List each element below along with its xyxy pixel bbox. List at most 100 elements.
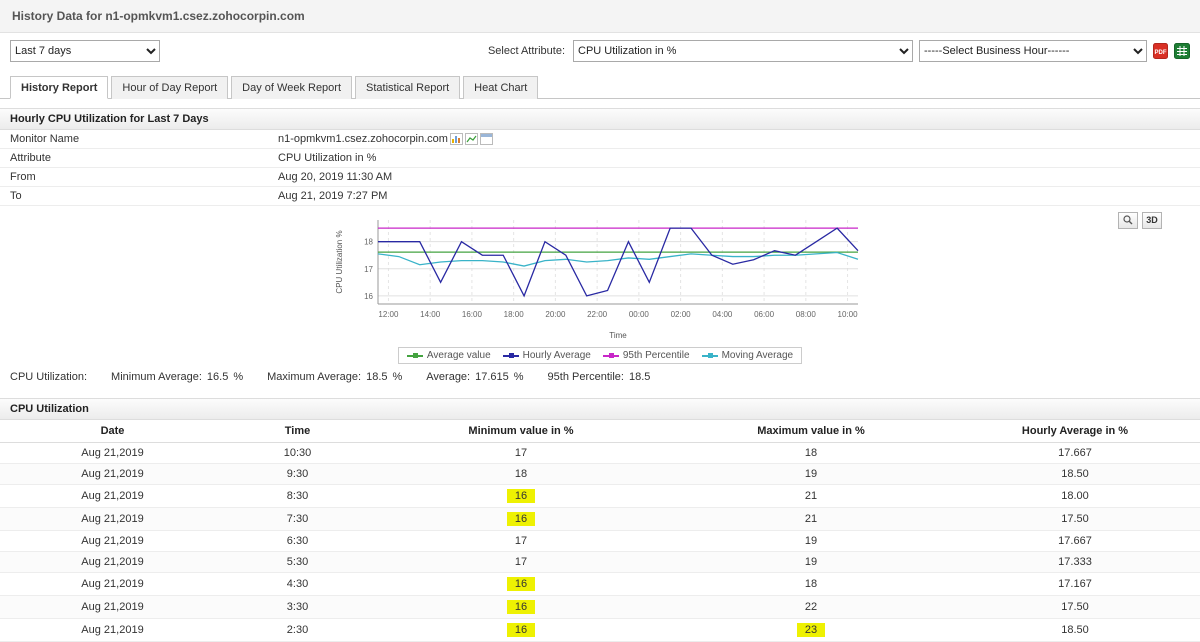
cell-time: 3:30: [225, 595, 370, 619]
csv-export-button[interactable]: [1174, 43, 1190, 59]
info-row-from: From Aug 20, 2019 11:30 AM: [0, 168, 1200, 187]
cell-max: 21: [672, 507, 950, 531]
legend-item-95th-percentile: 95th Percentile: [602, 350, 690, 361]
cell-date: Aug 21,2019: [0, 530, 225, 552]
svg-text:12:00: 12:00: [378, 310, 399, 319]
report-section-header: Hourly CPU Utilization for Last 7 Days: [0, 108, 1200, 130]
cell-time: 2:30: [225, 618, 370, 642]
cell-avg: 17.50: [950, 595, 1200, 619]
bar-chart-icon[interactable]: [449, 133, 463, 145]
svg-text:17: 17: [364, 265, 373, 274]
chart-zoom-button[interactable]: [1118, 212, 1138, 229]
threshold-highlight: 16: [506, 512, 536, 526]
cell-min: 16: [370, 484, 672, 508]
cell-avg: 17.167: [950, 572, 1200, 596]
popup-window-icon[interactable]: [479, 133, 493, 145]
tabs: History Report Hour of Day Report Day of W…: [0, 75, 1200, 99]
tab-day-of-week-report[interactable]: Day of Week Report: [231, 76, 353, 99]
info-label: From: [10, 171, 36, 183]
info-row-to: To Aug 21, 2019 7:27 PM: [0, 187, 1200, 206]
table-row: Aug 21,2019 10:30 17 18 17.667: [0, 442, 1200, 464]
info-row-attribute: Attribute CPU Utilization in %: [0, 149, 1200, 168]
cell-max: 19: [672, 551, 950, 573]
info-rows: Monitor Name n1-opmkvm1.csez.zohocorpin.c…: [0, 130, 1200, 206]
cell-date: Aug 21,2019: [0, 595, 225, 619]
cell-min: 17: [370, 530, 672, 552]
info-value: Aug 21, 2019 7:27 PM: [278, 190, 388, 202]
summary-item: 95th Percentile: 18.5: [547, 371, 651, 383]
cell-date: Aug 21,2019: [0, 551, 225, 573]
pdf-export-button[interactable]: PDF: [1153, 43, 1168, 59]
svg-text:08:00: 08:00: [796, 310, 817, 319]
cell-max: 18: [672, 572, 950, 596]
chart-legend: Average value Hourly Average 95th Percenti…: [397, 347, 803, 364]
info-label: To: [10, 190, 22, 202]
summary-row: CPU Utilization: Minimum Average: 16.5% Ma…: [0, 364, 1200, 389]
threshold-highlight: 16: [506, 600, 536, 614]
legend-swatch: [406, 353, 423, 358]
threshold-highlight: 16: [506, 623, 536, 637]
svg-text:PDF: PDF: [1155, 50, 1167, 56]
info-label: Monitor Name: [10, 133, 80, 145]
summary-item: Minimum Average: 16.5%: [111, 371, 244, 383]
cell-avg: 17.667: [950, 530, 1200, 552]
table-row: Aug 21,2019 2:30 16 23 18.50: [0, 618, 1200, 642]
svg-text:02:00: 02:00: [671, 310, 692, 319]
info-value: n1-opmkvm1.csez.zohocorpin.com: [278, 133, 448, 145]
table-row: Aug 21,2019 4:30 16 18 17.167: [0, 572, 1200, 596]
svg-text:06:00: 06:00: [754, 310, 775, 319]
cpu-utilization-chart: 12:00 14:00 16:00 18:00 20:00 22:00 00:00 02:00…: [335, 220, 859, 340]
cell-avg: 17.333: [950, 551, 1200, 573]
summary-item: Average: 17.615%: [426, 371, 524, 383]
svg-text:16:00: 16:00: [462, 310, 483, 319]
legend-swatch: [701, 353, 718, 358]
cell-time: 6:30: [225, 530, 370, 552]
tab-history-report[interactable]: History Report: [10, 76, 109, 99]
cell-date: Aug 21,2019: [0, 618, 225, 642]
svg-text:Time: Time: [609, 331, 627, 340]
cell-time: 8:30: [225, 484, 370, 508]
cell-min: 16: [370, 572, 672, 596]
table-row: Aug 21,2019 9:30 18 19 18.50: [0, 463, 1200, 485]
svg-text:14:00: 14:00: [420, 310, 441, 319]
info-value: Aug 20, 2019 11:30 AM: [278, 171, 393, 183]
table-row: Aug 21,2019 8:30 16 21 18.00: [0, 484, 1200, 508]
chart-3d-button[interactable]: 3D: [1142, 212, 1162, 229]
period-select[interactable]: Last 7 days: [10, 40, 160, 62]
cell-max: 23: [672, 618, 950, 642]
table-section-header: CPU Utilization: [0, 398, 1200, 420]
svg-text:18: 18: [364, 238, 373, 247]
line-graph-icon[interactable]: [464, 133, 478, 145]
cpu-utilization-table: Date Time Minimum value in % Maximum value …: [0, 420, 1200, 642]
column-header: Date: [0, 420, 225, 443]
cell-min: 16: [370, 595, 672, 619]
summary-label: CPU Utilization:: [10, 371, 88, 383]
svg-text:22:00: 22:00: [587, 310, 608, 319]
cell-avg: 18.50: [950, 463, 1200, 485]
zoom-icon: [1123, 214, 1133, 227]
cell-time: 10:30: [225, 442, 370, 464]
cell-min: 16: [370, 618, 672, 642]
pdf-export-icon: PDF: [1153, 43, 1168, 62]
tab-heat-chart[interactable]: Heat Chart: [463, 76, 539, 99]
tab-hour-of-day-report[interactable]: Hour of Day Report: [111, 76, 229, 99]
legend-item-hourly-average: Hourly Average: [502, 350, 591, 361]
table-row: Aug 21,2019 3:30 16 22 17.50: [0, 595, 1200, 619]
cell-min: 16: [370, 507, 672, 531]
toolbar: Last 7 days Select Attribute: CPU Utiliz…: [0, 33, 1200, 69]
attribute-label: Select Attribute:: [487, 45, 565, 57]
business-hour-select[interactable]: -----Select Business Hour------: [919, 40, 1147, 62]
tab-statistical-report[interactable]: Statistical Report: [355, 76, 461, 99]
info-row-monitor-name: Monitor Name n1-opmkvm1.csez.zohocorpin.c…: [0, 130, 1200, 149]
attribute-select[interactable]: CPU Utilization in %: [573, 40, 913, 62]
cell-date: Aug 21,2019: [0, 572, 225, 596]
legend-swatch: [602, 353, 619, 358]
page-title: History Data for n1-opmkvm1.csez.zohocor…: [0, 0, 1200, 33]
cell-avg: 17.667: [950, 442, 1200, 464]
cell-avg: 18.00: [950, 484, 1200, 508]
cell-date: Aug 21,2019: [0, 484, 225, 508]
column-header: Minimum value in %: [370, 420, 672, 443]
cell-time: 9:30: [225, 463, 370, 485]
cell-date: Aug 21,2019: [0, 507, 225, 531]
cell-min: 17: [370, 551, 672, 573]
